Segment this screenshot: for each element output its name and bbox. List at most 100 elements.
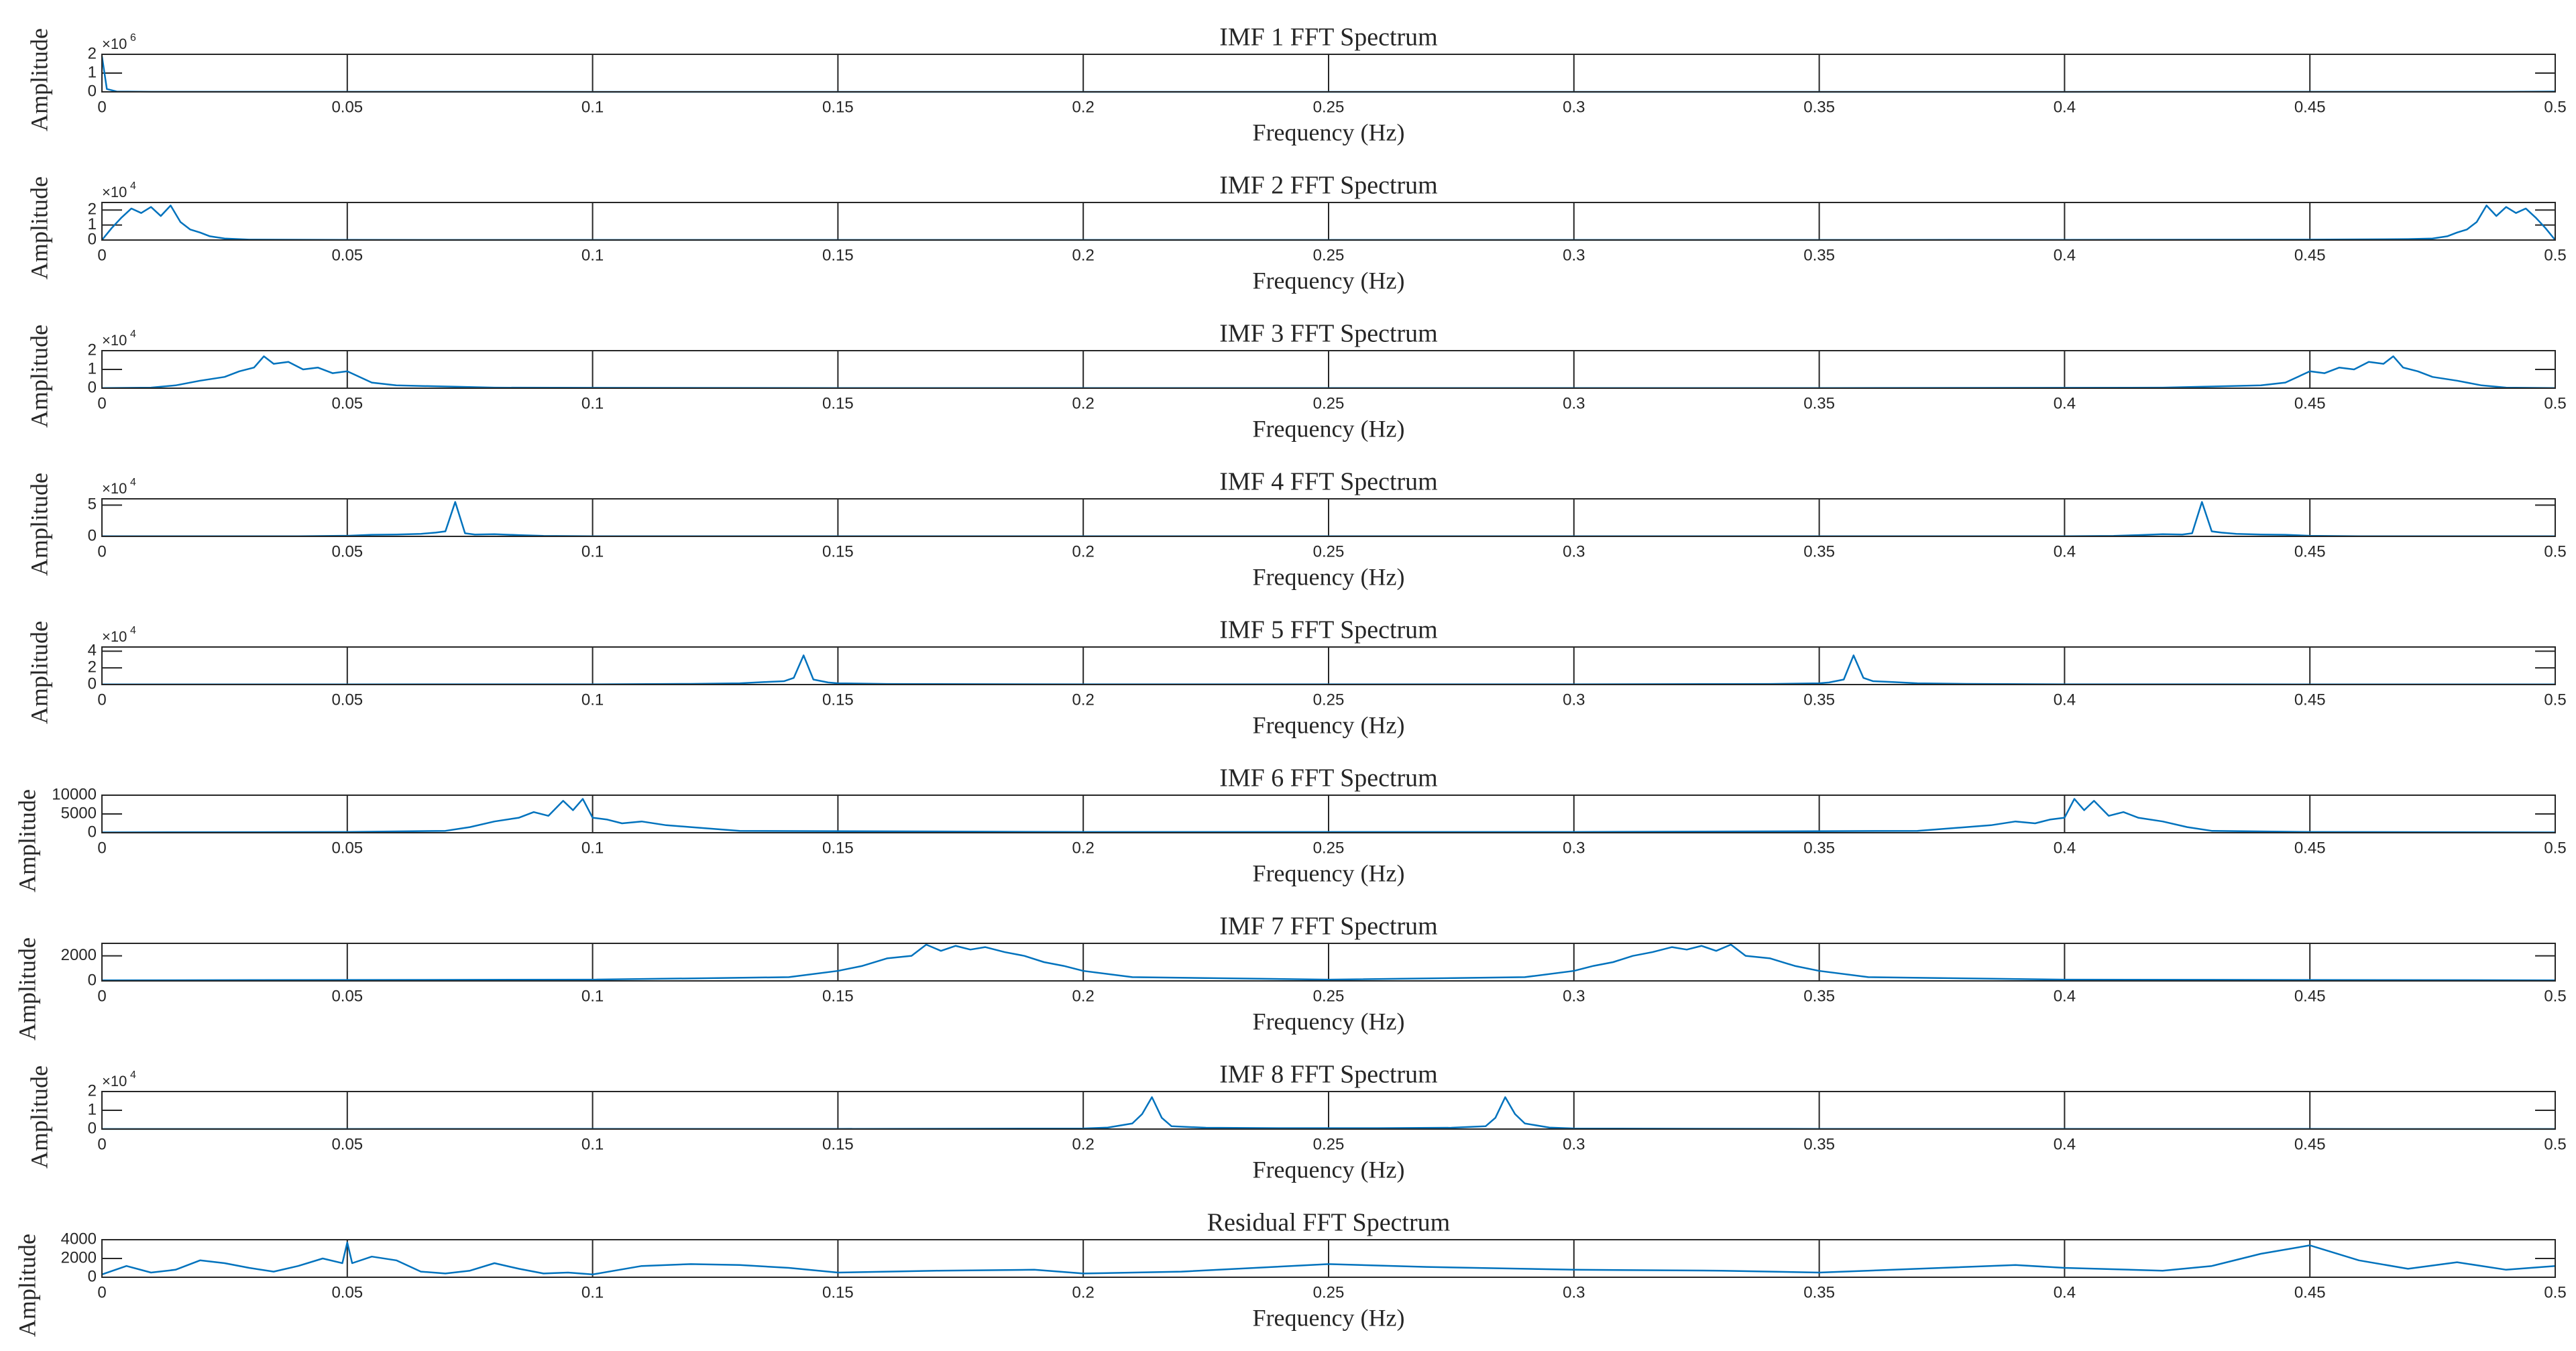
axes-box: [101, 943, 2556, 982]
subplot-title: Residual FFT Spectrum: [1207, 1209, 1450, 1237]
x-axis-label: Frequency (Hz): [1253, 711, 1405, 738]
y-tick-label: 4: [88, 642, 97, 660]
y-tick-label: 0: [88, 1119, 97, 1137]
x-tick-label: 0.1: [581, 542, 604, 561]
x-tick-label: 0.3: [1563, 98, 1585, 116]
x-axis-label: Frequency (Hz): [1253, 119, 1405, 145]
y-tick-label: 0: [88, 971, 97, 989]
x-tick-label: 0.05: [331, 987, 363, 1005]
axes-box: [101, 795, 2556, 833]
x-tick-label: 0.25: [1313, 1135, 1345, 1153]
x-tick-label: 0.3: [1563, 839, 1585, 857]
y-axis-label: Amplitude: [13, 937, 40, 1041]
subplot: 0 0.05 0.1 0.15 0.2 0.25 0.3 0.35 0.4 0.45 0.5 012 I…: [25, 320, 2566, 443]
x-tick-label: 0.1: [581, 246, 604, 264]
subplot-title: IMF 8 FFT Spectrum: [1219, 1061, 1438, 1089]
x-tick-label: 0: [97, 1135, 106, 1153]
x-tick-label: 0.25: [1313, 691, 1345, 709]
x-axis-label: Frequency (Hz): [1253, 1008, 1405, 1035]
x-tick-label: 0.45: [2294, 542, 2326, 561]
x-axis-label: Frequency (Hz): [1253, 1304, 1405, 1331]
y-tick-label: 2: [88, 200, 97, 219]
x-tick-label: 0.15: [822, 691, 854, 709]
axes-box: [101, 202, 2556, 241]
subplot: 0 0.05 0.1 0.15 0.2 0.25 0.3 0.35 0.4 0.45 0.5 012 I…: [25, 172, 2566, 294]
y-multiplier: ×10: [102, 1073, 127, 1090]
x-tick-label: 0.15: [822, 839, 854, 857]
subplot: 0 0.05 0.1 0.15 0.2 0.25 0.3 0.35 0.4 0.45 0.5 012 I…: [25, 1061, 2566, 1183]
x-tick-label: 0.4: [2054, 394, 2076, 412]
y-exponent: 4: [130, 625, 136, 636]
y-tick-label: 0: [88, 674, 97, 693]
x-tick-label: 0.2: [1072, 839, 1095, 857]
x-tick-label: 0.1: [581, 1283, 604, 1301]
x-tick-label: 0.35: [1803, 98, 1835, 116]
subplot: 0 0.05 0.1 0.15 0.2 0.25 0.3 0.35 0.4 0.45 0.5 012 I…: [25, 23, 2566, 146]
y-exponent: 4: [130, 329, 136, 340]
x-tick-label: 0.15: [822, 542, 854, 561]
x-tick-label: 0.35: [1803, 1135, 1835, 1153]
x-tick-label: 0.45: [2294, 1283, 2326, 1301]
y-axis-label: Amplitude: [13, 1234, 40, 1337]
y-exponent: 4: [130, 1069, 136, 1081]
x-tick-label: 0.15: [822, 1283, 854, 1301]
x-tick-label: 0.15: [822, 394, 854, 412]
x-tick-label: 0.25: [1313, 542, 1345, 561]
x-tick-label: 0.45: [2294, 839, 2326, 857]
x-tick-label: 0.05: [331, 98, 363, 116]
subplot-title: IMF 4 FFT Spectrum: [1219, 468, 1438, 496]
y-tick-label: 0: [88, 82, 97, 100]
spectrum-line: [101, 1096, 2556, 1130]
x-tick-label: 0.5: [2544, 542, 2566, 561]
x-axis-label: Frequency (Hz): [1253, 415, 1405, 442]
x-tick-label: 0.5: [2544, 98, 2566, 116]
x-tick-label: 0.35: [1803, 246, 1835, 264]
x-tick-label: 0.1: [581, 691, 604, 709]
x-tick-label: 0: [97, 987, 106, 1005]
x-tick-label: 0.1: [581, 839, 604, 857]
x-tick-label: 0.3: [1563, 691, 1585, 709]
y-tick-label: 5: [88, 495, 97, 514]
y-tick-label: 2: [88, 1081, 97, 1100]
y-tick-label: 1: [88, 359, 97, 377]
x-tick-label: 0.5: [2544, 691, 2566, 709]
x-tick-label: 0.45: [2294, 394, 2326, 412]
y-axis-label: Amplitude: [25, 1065, 52, 1169]
x-tick-label: 0.35: [1803, 542, 1835, 561]
x-tick-label: 0: [97, 542, 106, 561]
x-tick-label: 0.4: [2054, 839, 2076, 857]
x-tick-label: 0: [97, 98, 106, 116]
y-exponent: 4: [130, 180, 136, 192]
subplot-title: IMF 7 FFT Spectrum: [1219, 913, 1438, 941]
x-tick-label: 0.25: [1313, 987, 1345, 1005]
x-tick-label: 0.25: [1313, 394, 1345, 412]
spectrum-line: [101, 1241, 2556, 1276]
x-tick-label: 0.3: [1563, 987, 1585, 1005]
x-tick-label: 0: [97, 839, 106, 857]
x-tick-label: 0.5: [2544, 246, 2566, 264]
spectrum-line: [101, 798, 2556, 833]
x-tick-label: 0.1: [581, 987, 604, 1005]
x-tick-label: 0.5: [2544, 987, 2566, 1005]
subplot-title: IMF 5 FFT Spectrum: [1219, 616, 1438, 644]
x-tick-label: 0.45: [2294, 246, 2326, 264]
x-tick-label: 0.15: [822, 246, 854, 264]
y-axis-label: Amplitude: [25, 176, 52, 280]
x-tick-label: 0.35: [1803, 691, 1835, 709]
x-tick-label: 0.4: [2054, 98, 2076, 116]
x-tick-label: 0.2: [1072, 246, 1095, 264]
x-tick-label: 0.25: [1313, 839, 1345, 857]
x-tick-label: 0.5: [2544, 1283, 2566, 1301]
x-tick-label: 0: [97, 394, 106, 412]
subplot: 0 0.05 0.1 0.15 0.2 0.25 0.3 0.35 0.4 0.45 0.5 0500…: [13, 764, 2566, 892]
x-tick-label: 0.2: [1072, 1135, 1095, 1153]
y-multiplier: ×10: [102, 332, 127, 349]
y-tick-label: 4000: [61, 1230, 97, 1248]
y-tick-label: 0: [88, 526, 97, 544]
x-axis-label: Frequency (Hz): [1253, 267, 1405, 294]
x-tick-label: 0.4: [2054, 691, 2076, 709]
x-tick-label: 0.45: [2294, 691, 2326, 709]
x-tick-label: 0.45: [2294, 987, 2326, 1005]
x-tick-label: 0.05: [331, 246, 363, 264]
x-tick-label: 0.35: [1803, 839, 1835, 857]
